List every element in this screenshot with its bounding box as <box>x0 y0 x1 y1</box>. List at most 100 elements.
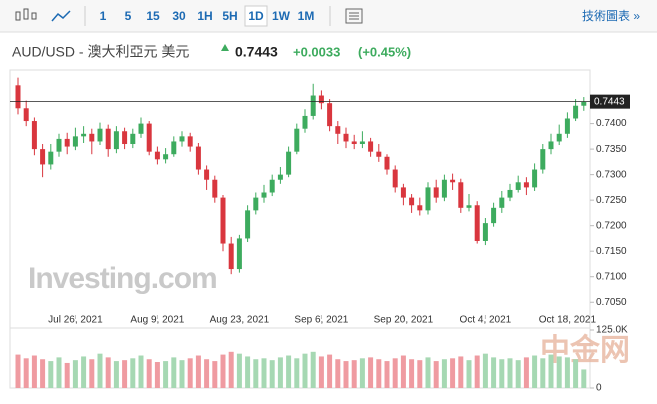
x-tick-label: Aug 9, 2021 <box>130 315 184 326</box>
y-tick-label: 0.7150 <box>596 246 627 257</box>
candle-body <box>40 149 46 165</box>
interval-button[interactable]: 1W <box>272 9 291 23</box>
volume-bar <box>130 358 136 388</box>
volume-bar <box>138 355 144 388</box>
candle-body <box>294 128 300 152</box>
candle-body <box>302 115 308 129</box>
volume-bar <box>351 360 357 388</box>
candle-body <box>376 151 382 157</box>
volume-bar <box>310 351 316 388</box>
y-tick-label: 0.7400 <box>596 118 627 129</box>
candle-body <box>212 179 218 198</box>
candle-body <box>163 154 169 160</box>
volume-bar <box>105 357 111 388</box>
volume-bar <box>187 358 193 388</box>
volume-bar <box>482 353 488 388</box>
volume-bar <box>220 354 226 388</box>
y-tick-label: 0.7350 <box>596 144 627 155</box>
line-icon[interactable] <box>51 10 71 22</box>
volume-bar <box>400 355 406 388</box>
candle-body <box>15 85 21 109</box>
candle-body <box>507 189 513 198</box>
candle-body <box>48 151 54 165</box>
candle-body <box>64 138 70 147</box>
candle-body <box>532 169 538 188</box>
volume-bar <box>261 358 267 388</box>
candle-body <box>351 141 357 145</box>
interval-button[interactable]: 15 <box>146 9 160 23</box>
volume-bar <box>359 358 365 388</box>
candle-body <box>277 174 283 180</box>
candle-body <box>425 187 431 211</box>
price: 0.7443 <box>235 44 278 60</box>
candle-body <box>286 151 292 175</box>
volume-bar <box>113 361 119 388</box>
candle-body <box>195 146 201 170</box>
y-tick-label: 0.7100 <box>596 271 627 282</box>
volume-bar <box>81 356 87 388</box>
tech-chart-link[interactable]: 技術圖表 » <box>582 9 640 23</box>
volume-bar <box>417 360 423 388</box>
volume-bar <box>228 351 234 388</box>
volume-bar <box>294 358 300 388</box>
volume-bar <box>89 359 95 388</box>
volume-bar <box>499 359 505 388</box>
watermark-site: 中金网 <box>540 333 630 367</box>
candle-body <box>540 149 546 170</box>
x-tick-label: Sep 20, 2021 <box>374 315 434 326</box>
volume-bar <box>425 357 431 388</box>
interval-button[interactable]: 30 <box>172 9 186 23</box>
candle-icon[interactable] <box>15 8 37 21</box>
settings-icon[interactable] <box>345 8 363 24</box>
candle-body <box>220 197 226 244</box>
candle-body <box>433 187 439 198</box>
candle-body <box>368 141 374 152</box>
volume-bar <box>556 356 562 388</box>
volume-bar <box>48 361 54 388</box>
candle-body <box>409 197 415 206</box>
volume-bar <box>236 353 242 388</box>
candle-body <box>450 179 456 183</box>
interval-button[interactable]: 5H <box>222 9 237 23</box>
change: +0.0033 <box>293 44 340 59</box>
interval-button[interactable]: 1 <box>100 9 107 23</box>
candle-body <box>261 192 267 198</box>
volume-bar <box>343 361 349 388</box>
volume-bar <box>409 359 415 388</box>
volume-bar <box>64 362 70 388</box>
interval-button[interactable]: 1M <box>298 9 315 23</box>
candle-body <box>228 243 234 270</box>
volume-bar <box>515 360 521 388</box>
candle-body <box>466 205 472 208</box>
candle-body <box>417 205 423 211</box>
volume-bar <box>384 361 390 388</box>
candle-body <box>523 182 529 188</box>
last-price-label: 0.7443 <box>594 96 625 107</box>
volume-bar <box>433 361 439 388</box>
x-tick-label: Oct 4, 2021 <box>460 315 512 326</box>
change-pct: (+0.45%) <box>358 44 411 59</box>
candle-body <box>236 238 242 270</box>
y2-tick-label: 125.0K <box>596 325 628 336</box>
volume-bar <box>245 356 251 388</box>
candle-body <box>154 151 160 160</box>
candle-body <box>97 128 103 142</box>
interval-button[interactable]: 5 <box>125 9 132 23</box>
interval-button[interactable]: 1D <box>248 9 264 23</box>
x-tick-label: Jul 26, 2021 <box>48 315 103 326</box>
plot-border <box>9 69 591 389</box>
interval-button[interactable]: 1H <box>197 9 212 23</box>
candle-body <box>310 95 316 116</box>
candle-body <box>335 126 341 134</box>
volume-bar <box>179 360 185 388</box>
candle-body <box>327 103 333 127</box>
volume-bar <box>171 357 177 388</box>
volume-bar <box>72 360 78 388</box>
candle-body <box>482 223 488 241</box>
candle-body <box>343 133 349 142</box>
candle-body <box>89 133 95 142</box>
y-tick-label: 0.7050 <box>596 297 627 308</box>
volume-bar <box>532 355 538 388</box>
volume-bar <box>392 358 398 388</box>
x-tick-label: Oct 18, 2021 <box>539 315 597 326</box>
